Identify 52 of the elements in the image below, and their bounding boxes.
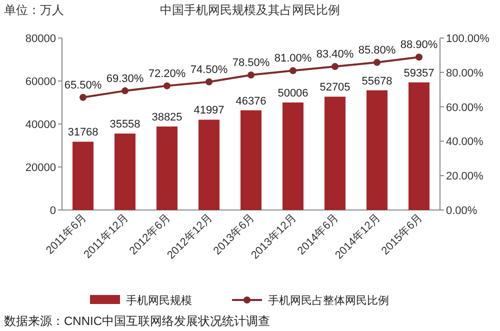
- y-tick-label: 40000: [25, 119, 56, 131]
- y2-tick-label: 0.00%: [446, 205, 478, 217]
- data-label: 38825: [152, 112, 182, 124]
- point: [122, 87, 128, 94]
- legend-label: 手机网民占整体网民比例: [268, 294, 389, 307]
- y-tick-label: 80000: [25, 33, 56, 45]
- bar: [408, 82, 430, 210]
- y2-tick-label: 20.00%: [446, 170, 484, 183]
- data-label: 52705: [320, 82, 350, 94]
- data-label: 59357: [404, 67, 434, 80]
- data-label: 31768: [68, 126, 98, 139]
- data-label: 83.40%: [316, 48, 354, 61]
- data-label: 81.00%: [274, 52, 312, 65]
- source-note: 数据来源：CNNIC中国互联网络发展状况统计调查: [4, 314, 270, 328]
- legend-label: 手机网民规模: [126, 294, 192, 307]
- y2-tick-label: 60.00%: [446, 102, 484, 114]
- point: [248, 71, 254, 78]
- point: [416, 54, 422, 61]
- bar: [282, 102, 304, 210]
- data-label: 88.90%: [400, 39, 438, 52]
- y-tick-label: 20000: [25, 162, 56, 174]
- point: [164, 82, 170, 90]
- bar: [366, 90, 388, 210]
- data-label: 85.80%: [358, 44, 396, 56]
- data-label: 41997: [194, 104, 224, 117]
- y2-tick-label: 40.00%: [446, 136, 484, 148]
- bar: [72, 142, 94, 210]
- data-label: 35558: [110, 118, 140, 131]
- y2-tick-label: 100.00%: [446, 33, 490, 45]
- data-label: 69.30%: [106, 72, 144, 85]
- point: [290, 67, 296, 74]
- data-label: 78.50%: [232, 56, 270, 69]
- point: [206, 78, 212, 86]
- data-label: 50006: [278, 87, 308, 100]
- data-label: 46376: [236, 95, 266, 108]
- y-tick-label: 60000: [25, 76, 56, 88]
- point: [374, 58, 380, 66]
- point: [80, 94, 86, 101]
- chart-title: 中国手机网民规模及其占网民比例: [160, 3, 340, 17]
- bar: [198, 120, 220, 210]
- bar: [156, 126, 178, 210]
- data-label: 74.50%: [190, 64, 228, 76]
- point: [332, 63, 338, 70]
- data-label: 65.50%: [64, 79, 102, 92]
- bar: [114, 134, 136, 210]
- bar: [324, 96, 346, 210]
- y-tick-label: 0: [50, 205, 56, 217]
- bar: [240, 110, 262, 210]
- y2-tick-label: 80.00%: [446, 67, 484, 80]
- text: 单位：万人: [4, 3, 64, 17]
- data-label: 72.20%: [148, 68, 186, 80]
- data-label: 55678: [362, 75, 392, 88]
